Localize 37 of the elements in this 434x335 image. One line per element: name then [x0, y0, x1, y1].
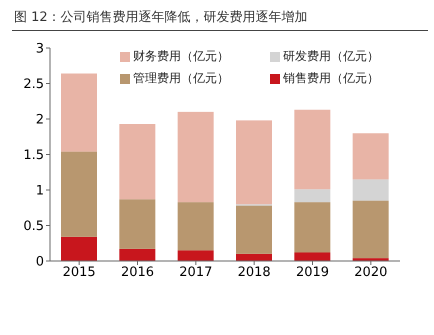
bar — [294, 252, 330, 261]
bar — [294, 189, 330, 202]
bar — [119, 248, 156, 261]
bar — [61, 236, 97, 261]
bar — [294, 202, 330, 252]
bar — [352, 133, 389, 180]
y-tick-label: 1 — [36, 184, 44, 199]
x-tick-label: 2017 — [179, 265, 212, 280]
x-tick-label: 2019 — [296, 265, 330, 280]
bar — [119, 124, 156, 200]
bar — [119, 199, 156, 249]
y-tick-label: 2 — [36, 112, 44, 128]
legend-label: 管理费用（亿元） — [133, 70, 229, 87]
y-tick-label: 2.5 — [23, 77, 44, 92]
bar — [178, 202, 214, 250]
chart-title: 图 12：公司销售费用逐年降低，研发费用逐年增加 — [14, 9, 308, 26]
y-tick-label: 1.5 — [23, 148, 44, 164]
y-tick-label: 0.5 — [23, 219, 44, 234]
x-tick-label: 2020 — [354, 265, 388, 280]
x-tick-label: 2015 — [62, 265, 96, 280]
bar — [236, 254, 272, 261]
bar — [236, 206, 272, 254]
bar — [178, 250, 214, 261]
y-tick-label: 3 — [36, 42, 44, 57]
bar — [352, 179, 389, 201]
bar — [352, 200, 389, 258]
y-tick-label: 0 — [36, 254, 44, 270]
bar — [178, 112, 214, 202]
bar — [236, 120, 272, 204]
bar — [61, 74, 97, 152]
legend-label: 财务费用（亿元） — [133, 48, 229, 65]
bar — [61, 152, 97, 237]
x-tick-label: 2018 — [238, 265, 271, 280]
bar — [294, 110, 330, 190]
legend-label: 研发费用（亿元） — [283, 48, 379, 65]
x-tick-label: 2016 — [120, 265, 154, 280]
legend-label: 销售费用（亿元） — [283, 70, 379, 87]
